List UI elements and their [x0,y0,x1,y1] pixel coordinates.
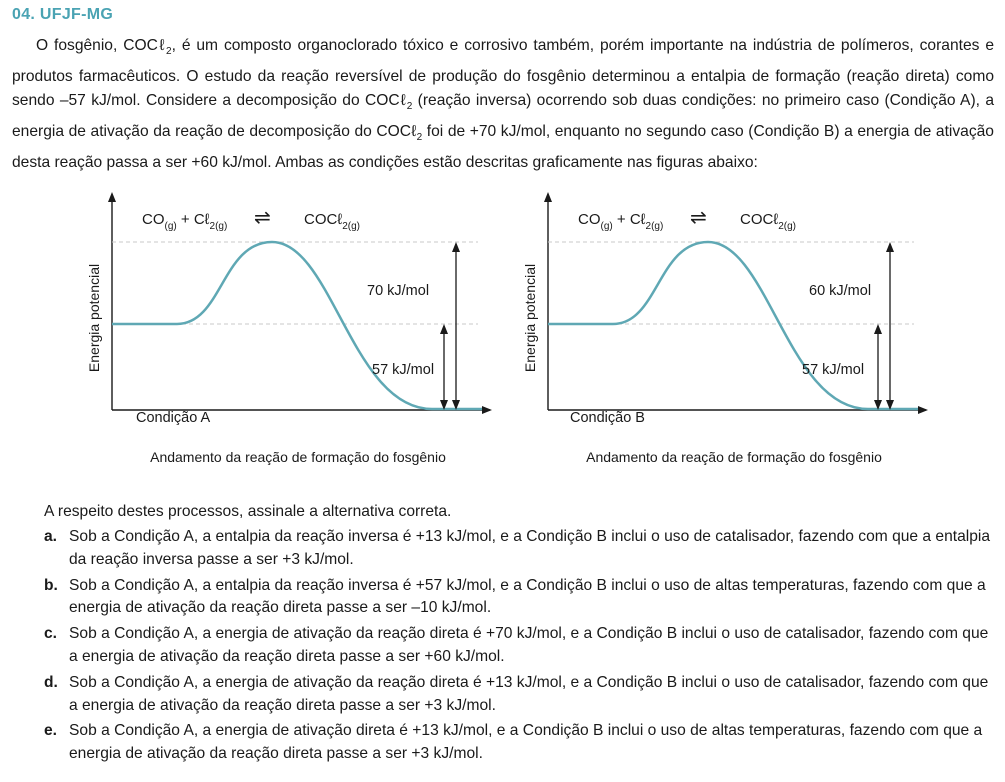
reaction-equation: CO(g) + Cℓ2(g) [142,211,227,232]
barrier-label: 60 kJ/mol [809,283,871,299]
option-b[interactable]: b. Sob a Condição A, a entalpia da reação… [44,575,994,621]
product-formula: COCℓ2(g) [740,211,796,232]
barrier-label: 70 kJ/mol [367,283,429,299]
reaction-equation: CO(g) + Cℓ2(g) [578,211,663,232]
option-letter: c. [44,625,58,643]
x-axis-label: Andamento da reação de formação do fosgê… [150,449,446,465]
option-e[interactable]: e. Sob a Condição A, a energia de ativaçã… [44,720,994,766]
question-stem: A respeito destes processos, assinale a … [44,503,452,520]
x-axis-arrow [918,406,928,414]
equilibrium-arrow: ⇌ [254,205,271,229]
option-letter: e. [44,722,58,740]
condition-label: Condição A [136,410,210,426]
option-text: Sob a Condição A, a entalpia da reação i… [69,528,991,568]
y-axis-arrow [108,192,116,202]
energy-diagram-b-svg: CO(g) + Cℓ2(g) ⇌ COCℓ2(g) 60 kJ/mol 57 k… [522,192,928,465]
x-axis-label: Andamento da reação de formação do fosgê… [586,449,882,465]
energy-curve [548,240,918,411]
question-header: 04. UFJF-MG [12,6,114,23]
enthalpy-label: 57 kJ/mol [372,362,434,378]
option-d[interactable]: d. Sob a Condição A, a energia de ativaçã… [44,672,994,718]
intro-text-1: O fosgênio, COCℓ [36,37,167,54]
answer-options: a. Sob a Condição A, a entalpia da reação… [44,526,994,769]
option-text: Sob a Condição A, a energia de ativação … [69,722,983,763]
question-intro: O fosgênio, COCℓ2, é um composto organoc… [12,34,994,175]
option-c[interactable]: c. Sob a Condição A, a energia de ativaçã… [44,623,994,669]
option-text: Sob a Condição A, a entalpia da reação i… [69,576,986,617]
enthalpy-label: 57 kJ/mol [802,362,864,378]
option-text: Sob a Condição A, a energia de ativação … [69,625,989,665]
x-axis-arrow [482,406,492,414]
option-letter: a. [44,528,58,545]
y-axis-label: Energia potencial [522,264,538,372]
y-axis-arrow [544,192,552,202]
energy-curve [112,240,482,411]
energy-diagram-a: CO(g) + Cℓ2(g) ⇌ COCℓ2(g) 70 kJ/mol 57 k… [82,190,492,475]
intro-sub-1: 2 [166,46,172,58]
option-text: Sob a Condição A, a energia de ativação … [69,673,989,714]
option-letter: b. [44,576,58,594]
y-axis-label: Energia potencial [86,264,102,372]
option-a[interactable]: a. Sob a Condição A, a entalpia da reação… [44,526,994,572]
intro-sub-3: 2 [416,132,423,144]
equilibrium-arrow: ⇌ [690,205,707,229]
intro-text-3: (reação inversa) ocorrendo sob duas cond… [12,92,994,140]
condition-label: Condição B [570,410,645,426]
intro-sub-2: 2 [406,101,413,113]
intro-text-2: , é um composto organoclorado tóxico e c… [12,37,994,110]
energy-diagram-b: CO(g) + Cℓ2(g) ⇌ COCℓ2(g) 60 kJ/mol 57 k… [518,190,928,475]
intro-text-4: foi de +70 kJ/mol, enquanto no segundo c… [12,123,994,171]
energy-diagram-a-svg: CO(g) + Cℓ2(g) ⇌ COCℓ2(g) 70 kJ/mol 57 k… [86,192,492,465]
product-formula: COCℓ2(g) [304,211,360,232]
option-letter: d. [44,673,58,691]
